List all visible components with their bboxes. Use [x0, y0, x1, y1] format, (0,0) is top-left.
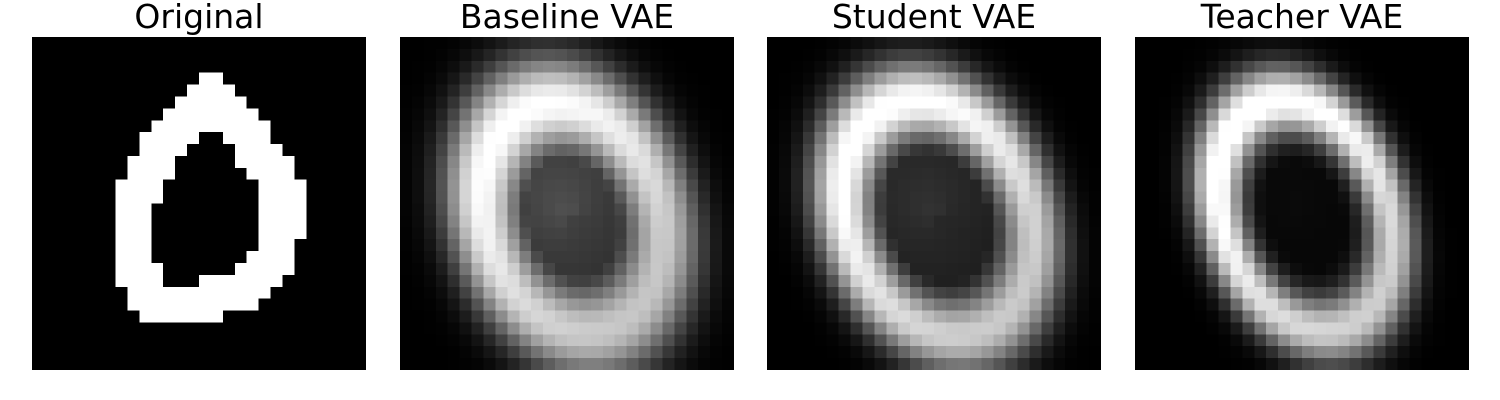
original-digit-image — [32, 37, 366, 370]
teacher-vae-reconstruction-image — [1135, 37, 1469, 370]
panel-title-teacher-vae: Teacher VAE — [1200, 0, 1404, 36]
panel-title-baseline-vae: Baseline VAE — [459, 0, 675, 36]
panel-original: Original — [32, 0, 366, 372]
panel-student-vae: Student VAE — [767, 0, 1101, 372]
panel-title-original: Original — [134, 0, 264, 36]
baseline-vae-reconstruction-image — [400, 37, 734, 370]
panel-baseline-vae: Baseline VAE — [400, 0, 734, 372]
panel-title-student-vae: Student VAE — [831, 0, 1037, 36]
student-vae-reconstruction-image — [767, 37, 1101, 370]
panel-teacher-vae: Teacher VAE — [1135, 0, 1469, 372]
